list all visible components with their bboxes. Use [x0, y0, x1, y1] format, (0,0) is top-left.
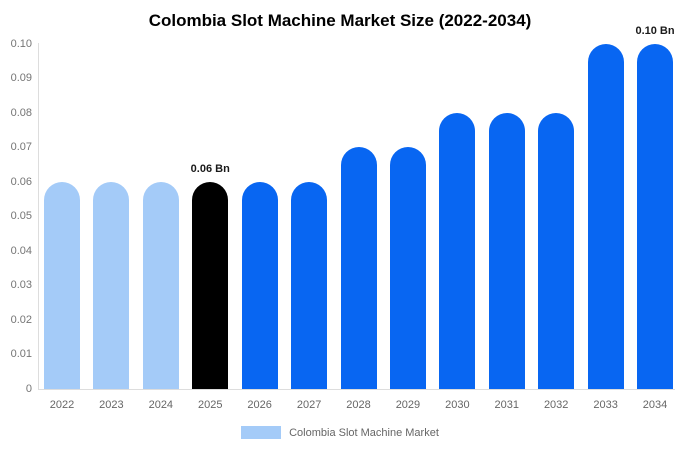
bar-2025 [192, 181, 229, 389]
x-tick-label-2033: 2033 [593, 399, 618, 411]
bar-annotation: 0.06 Bn [190, 162, 230, 175]
bar-2027 [291, 181, 328, 389]
bar-2032 [538, 112, 575, 389]
x-tick-label-2031: 2031 [494, 399, 519, 411]
y-tick-label: 0.09 [10, 72, 32, 85]
y-tick-label: 0.05 [10, 210, 32, 223]
x-tick-label-2032: 2032 [543, 399, 569, 411]
y-tick-label: 0 [25, 383, 32, 395]
legend: Colombia Slot Machine Market [0, 426, 680, 439]
x-axis-line [38, 389, 675, 390]
bar-2022 [44, 181, 80, 389]
x-tick-label-2026: 2026 [247, 399, 272, 411]
legend-label: Colombia Slot Machine Market [289, 426, 439, 439]
chart-title: Colombia Slot Machine Market Size (2022-… [148, 11, 532, 30]
y-tick-label: 0.06 [10, 175, 32, 188]
x-tick-label-2029: 2029 [395, 399, 421, 411]
x-tick-label-2030: 2030 [445, 399, 470, 411]
legend-swatch [241, 426, 282, 439]
x-tick-label-2027: 2027 [296, 399, 322, 411]
bar-annotation: 0.10 Bn [635, 24, 675, 37]
bar-2034 [637, 43, 674, 389]
x-tick-label-2034: 2034 [642, 399, 668, 411]
x-tick-label-2023: 2023 [99, 399, 124, 411]
bar-2029 [389, 147, 426, 389]
bar-2023 [93, 181, 130, 389]
x-tick-label-2028: 2028 [346, 399, 371, 411]
y-tick-label: 0.08 [10, 106, 32, 119]
y-tick-label: 0.03 [10, 279, 32, 292]
x-tick-label-2025: 2025 [198, 399, 223, 411]
bar-2033 [587, 43, 624, 389]
bar-2031 [488, 112, 525, 389]
bar-2030 [439, 112, 476, 389]
y-tick-label: 0.04 [10, 244, 32, 257]
y-tick-label: 0.01 [10, 348, 32, 361]
y-tick-label: 0.02 [10, 313, 32, 326]
bar-2028 [340, 147, 377, 389]
x-tick-label-2024: 2024 [148, 399, 174, 411]
bar-2024 [142, 181, 179, 389]
y-tick-label: 0.07 [10, 141, 32, 154]
y-tick-label: 0.10 [10, 37, 32, 50]
bar-2026 [241, 181, 278, 389]
y-axis-line [38, 43, 39, 389]
x-tick-label-2022: 2022 [49, 399, 75, 411]
